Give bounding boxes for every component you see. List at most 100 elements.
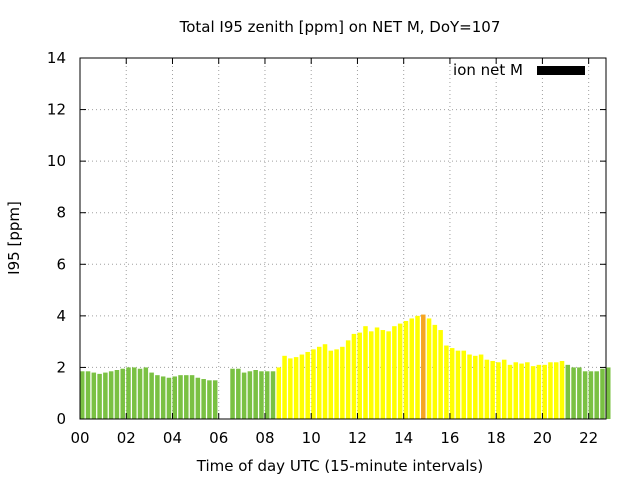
bar <box>559 360 565 419</box>
bars-group <box>80 314 611 419</box>
x-tick-label: 04 <box>163 429 182 447</box>
bar <box>507 364 513 419</box>
bar <box>207 380 212 419</box>
bar <box>432 324 438 419</box>
x-tick-label: 22 <box>579 429 598 447</box>
bar <box>386 331 391 419</box>
bar <box>455 350 461 419</box>
bar <box>276 367 282 419</box>
x-tick-label: 20 <box>533 429 552 447</box>
bar <box>403 321 409 419</box>
grid-lines <box>80 58 606 419</box>
y-tick-label: 10 <box>47 152 66 170</box>
bar <box>282 355 287 419</box>
bar <box>519 363 524 419</box>
bar <box>530 366 536 419</box>
x-tick-label: 16 <box>440 429 459 447</box>
legend: ion net M <box>453 61 585 79</box>
bar <box>91 372 97 419</box>
bar <box>236 368 241 419</box>
bar <box>103 372 108 419</box>
bar <box>259 371 264 419</box>
bar <box>496 362 501 419</box>
bar <box>264 371 270 419</box>
x-tick-label: 00 <box>70 429 89 447</box>
bar <box>525 362 530 419</box>
bar <box>85 371 91 419</box>
bar <box>397 323 403 419</box>
bar <box>553 362 559 419</box>
bar <box>582 371 588 419</box>
x-tick-label: 02 <box>117 429 136 447</box>
bar <box>247 371 253 419</box>
bar <box>542 364 547 419</box>
bar <box>270 371 276 419</box>
chart-title: Total I95 zenith [ppm] on NET M, DoY=107 <box>179 18 501 36</box>
bar <box>421 314 426 419</box>
bar <box>178 375 183 419</box>
bar <box>230 368 235 419</box>
bar <box>351 333 357 419</box>
bar <box>293 357 299 419</box>
bar <box>501 359 507 419</box>
bar <box>484 359 490 419</box>
bar <box>305 351 310 419</box>
bar <box>369 331 374 419</box>
bar <box>374 327 380 419</box>
x-tick-label: 06 <box>209 429 228 447</box>
bar <box>415 315 420 419</box>
bar <box>288 358 293 419</box>
x-tick-label: 10 <box>302 429 321 447</box>
bar <box>473 355 478 419</box>
bar <box>322 344 328 419</box>
y-tick-label: 12 <box>47 101 66 119</box>
bar <box>600 368 605 419</box>
bar <box>126 367 131 419</box>
bar <box>149 372 154 419</box>
bar <box>132 367 137 419</box>
bar <box>155 375 160 419</box>
bar <box>548 362 553 419</box>
y-tick-label: 0 <box>56 410 66 428</box>
bar <box>143 367 149 419</box>
y-tick-label: 4 <box>56 307 66 325</box>
bar <box>478 354 484 419</box>
bar <box>201 379 206 419</box>
bar <box>97 373 102 419</box>
y-axis-label: I95 [ppm] <box>5 201 23 275</box>
bar <box>363 326 368 419</box>
y-tick-label: 14 <box>47 49 66 67</box>
bar <box>114 370 120 419</box>
bar <box>536 364 542 419</box>
bar <box>328 350 334 419</box>
bar <box>120 368 125 419</box>
bar <box>588 371 594 419</box>
bar <box>166 377 172 419</box>
x-tick-label: 12 <box>348 429 367 447</box>
bar <box>438 330 443 419</box>
y-tick-label: 6 <box>56 255 66 273</box>
bar <box>513 362 519 419</box>
bar <box>253 370 258 419</box>
bar <box>311 349 316 419</box>
x-tick-label: 18 <box>487 429 506 447</box>
bar <box>195 377 201 419</box>
bar <box>577 367 582 419</box>
bar <box>189 375 195 419</box>
x-tick-label: 14 <box>394 429 413 447</box>
bar <box>565 364 571 419</box>
plot-frame <box>79 57 607 420</box>
bar <box>316 346 322 419</box>
bar <box>409 318 414 419</box>
legend-swatch <box>537 66 585 75</box>
bar <box>357 332 362 419</box>
bar <box>380 330 386 419</box>
bar <box>594 371 599 419</box>
bar <box>345 340 351 419</box>
x-tick-label: 08 <box>255 429 274 447</box>
bar <box>80 371 85 419</box>
x-axis-label: Time of day UTC (15-minute intervals) <box>196 457 483 475</box>
